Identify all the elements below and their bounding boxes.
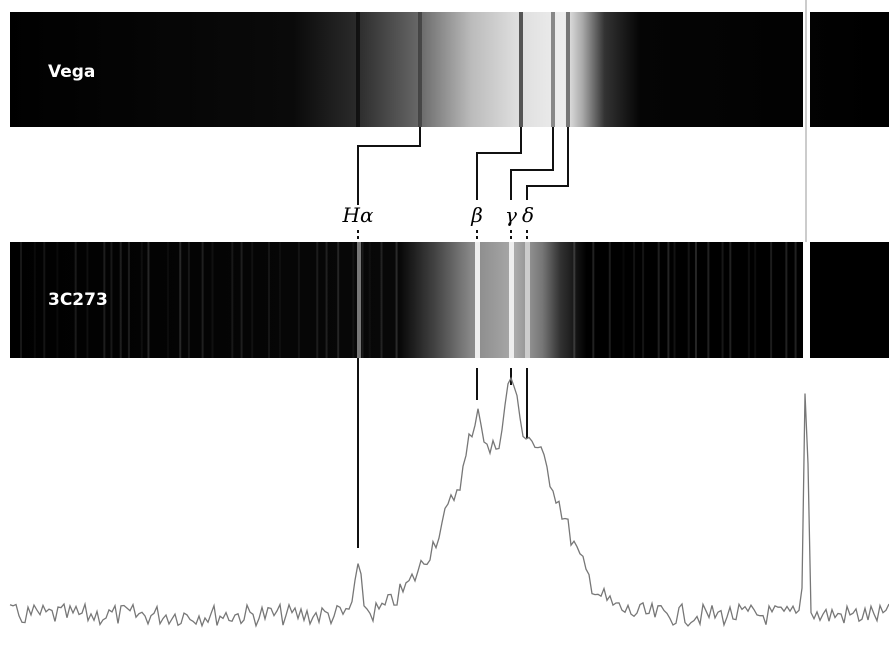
faint-line <box>633 242 636 358</box>
faint-line <box>187 242 190 358</box>
connector <box>357 127 421 205</box>
emission-line <box>509 242 514 358</box>
faint-line <box>770 242 773 358</box>
vega-spectrum: Vega <box>10 12 889 127</box>
absorption-line <box>551 12 555 127</box>
line-label: γ <box>505 203 517 227</box>
faint-line <box>43 242 46 358</box>
faint-line <box>316 242 319 358</box>
faint-line <box>687 242 690 358</box>
absorption-line <box>418 12 422 127</box>
emission-line <box>357 242 361 358</box>
faint-line <box>368 242 371 358</box>
faint-line <box>127 242 130 358</box>
faint-line <box>110 242 113 358</box>
faint-line <box>74 242 77 358</box>
faint-line <box>268 242 271 358</box>
faint-line <box>297 242 300 358</box>
absorption-line <box>566 12 570 127</box>
connector <box>510 127 554 200</box>
faint-line <box>167 242 170 358</box>
faint-line <box>240 242 243 358</box>
faint-line <box>667 242 670 358</box>
vega-band <box>10 12 889 127</box>
faint-line <box>694 242 697 358</box>
faint-line <box>251 242 254 358</box>
faint-line <box>608 242 611 358</box>
emission-line <box>525 242 530 358</box>
faint-line <box>325 242 328 358</box>
faint-line <box>642 242 645 358</box>
faint-line <box>573 242 576 358</box>
connectors <box>357 127 569 548</box>
faint-line <box>754 242 757 358</box>
faint-line <box>211 242 214 358</box>
faint-line <box>352 242 355 358</box>
faint-line <box>33 242 36 358</box>
faint-line <box>140 242 143 358</box>
quasar-band <box>10 242 889 358</box>
faint-line <box>20 242 22 358</box>
faint-line <box>707 242 710 358</box>
faint-line <box>395 242 398 358</box>
faint-line <box>147 242 150 358</box>
faint-line <box>794 242 797 358</box>
faint-line <box>56 242 59 358</box>
faint-line <box>179 242 182 358</box>
emission-line <box>475 242 480 358</box>
faint-line <box>86 242 89 358</box>
faint-line <box>278 242 281 358</box>
faint-line <box>673 242 676 358</box>
quasar-spectrum: 3C273 <box>10 242 889 358</box>
faint-line <box>337 242 340 358</box>
faint-line <box>119 242 122 358</box>
faint-line <box>729 242 732 358</box>
connector <box>526 127 569 200</box>
connector <box>476 127 522 200</box>
absorption-line <box>519 12 523 127</box>
faint-line <box>785 242 788 358</box>
faint-line <box>657 242 660 358</box>
line-label: δ <box>522 203 534 227</box>
spectrum-curve <box>9 376 889 628</box>
faint-line <box>201 242 204 358</box>
faint-line <box>623 242 625 358</box>
line-label: Hα <box>342 203 374 227</box>
line-label: β <box>470 203 483 227</box>
gap <box>803 0 810 645</box>
faint-line <box>592 242 595 358</box>
faint-line <box>721 242 724 358</box>
faint-line <box>103 242 106 358</box>
spectrum-label: Vega <box>48 62 95 82</box>
absorption-line <box>356 12 360 127</box>
spectrum-label: 3C273 <box>48 290 108 310</box>
faint-line <box>231 242 234 358</box>
faint-line <box>380 242 383 358</box>
faint-line <box>361 242 364 358</box>
faint-line <box>747 242 750 358</box>
